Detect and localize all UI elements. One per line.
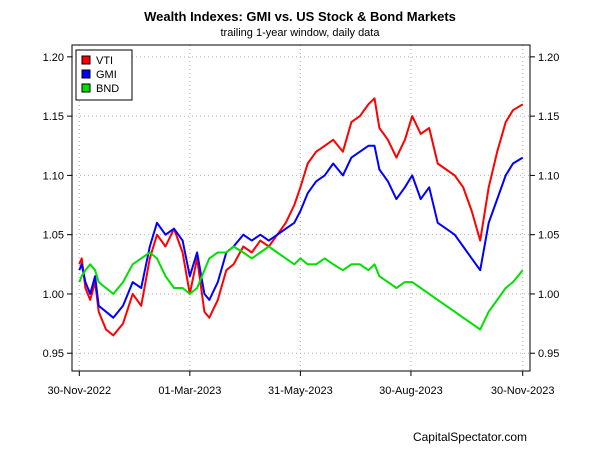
series-line-vti xyxy=(78,97,524,337)
credit-text: CapitalSpectator.com xyxy=(413,430,527,444)
legend-label-bnd: BND xyxy=(96,83,119,95)
legend-label-vti: VTI xyxy=(96,55,113,67)
x-tick-label: 30-Nov-2022 xyxy=(47,385,111,397)
y-tick-label-left: 0.95 xyxy=(43,348,64,360)
y-tick-label-left: 1.05 xyxy=(43,230,64,242)
chart-title: Wealth Indexes: GMI vs. US Stock & Bond … xyxy=(144,9,456,24)
legend-swatch-gmi xyxy=(81,69,91,79)
y-tick-label-right: 1.00 xyxy=(538,289,559,301)
series-line-bnd xyxy=(78,245,524,331)
legend-swatch-bnd xyxy=(81,83,91,93)
y-tick-label-left: 1.00 xyxy=(43,289,64,301)
grid-lines xyxy=(72,45,530,371)
x-tick-label: 30-Nov-2023 xyxy=(491,385,555,397)
y-axis-left: 0.95 1.00 1.05 1.10 1.15 1.20 xyxy=(43,52,72,360)
y-tick-label-left: 1.10 xyxy=(43,170,64,182)
y-axis-right: 0.95 1.00 1.05 1.10 1.15 1.20 xyxy=(530,52,559,360)
x-tick-label: 31-May-2023 xyxy=(268,385,333,397)
legend-swatch-vti xyxy=(81,55,91,65)
y-tick-label-left: 1.20 xyxy=(43,52,64,64)
plot-frame xyxy=(71,44,531,372)
legend-label-gmi: GMI xyxy=(96,69,117,81)
legend: VTI GMI BND xyxy=(75,49,133,101)
series-line-gmi xyxy=(78,144,524,319)
y-tick-label-right: 0.95 xyxy=(538,348,559,360)
series-lines xyxy=(78,97,524,337)
chart-subtitle: trailing 1-year window, daily data xyxy=(221,27,381,39)
x-tick-label: 01-Mar-2023 xyxy=(158,385,221,397)
x-axis: 30-Nov-2022 01-Mar-2023 31-May-2023 30-Aug-… xyxy=(47,371,555,397)
y-tick-label-right: 1.05 xyxy=(538,230,559,242)
x-tick-label: 30-Aug-2023 xyxy=(379,385,443,397)
y-tick-label-right: 1.10 xyxy=(538,170,559,182)
y-tick-label-right: 1.15 xyxy=(538,111,559,123)
y-tick-label-left: 1.15 xyxy=(43,111,64,123)
y-tick-label-right: 1.20 xyxy=(538,52,559,64)
